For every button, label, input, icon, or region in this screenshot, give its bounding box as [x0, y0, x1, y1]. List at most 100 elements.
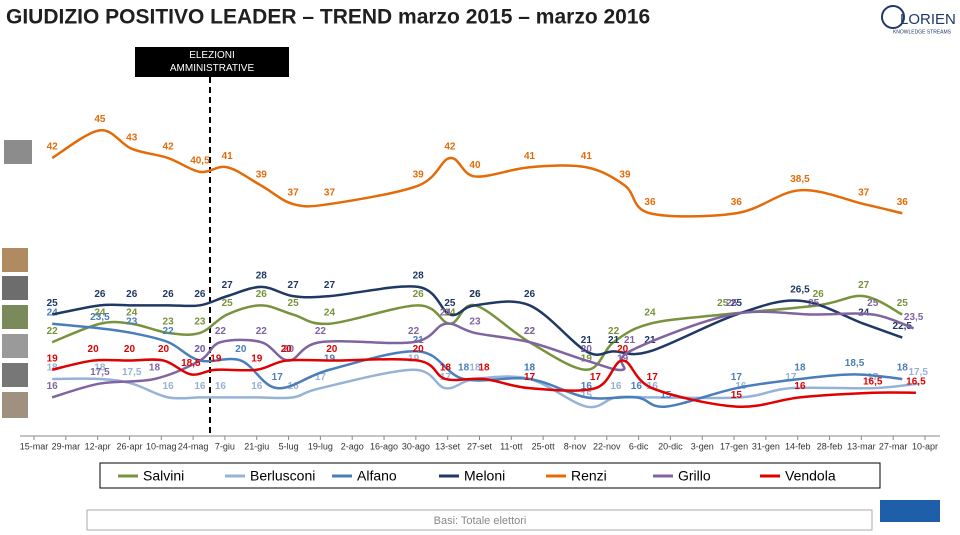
- value-label: 25: [47, 298, 59, 309]
- value-label: 16: [251, 381, 263, 392]
- x-tick-label: 2-ago: [341, 441, 364, 451]
- value-label: 36: [644, 197, 656, 208]
- value-label: 16: [47, 381, 59, 392]
- value-label: 17,5: [908, 367, 928, 378]
- value-label: 18: [440, 363, 452, 374]
- value-label: 23,5: [904, 312, 924, 323]
- value-label: 26: [813, 289, 825, 300]
- value-label: 20: [235, 344, 247, 355]
- value-label: 22: [608, 326, 620, 337]
- value-label: 27: [858, 280, 870, 291]
- x-tick-label: 30-ago: [402, 441, 430, 451]
- value-label: 20: [124, 344, 136, 355]
- value-label: 37: [858, 188, 870, 199]
- value-label: 26: [469, 289, 481, 300]
- x-tick-label: 22-nov: [593, 441, 621, 451]
- value-label: 20: [158, 344, 170, 355]
- value-label: 19: [47, 353, 59, 364]
- value-label: 20: [581, 344, 593, 355]
- logo: LORIEN: [900, 11, 956, 28]
- photo: [2, 248, 28, 272]
- value-label: 16: [647, 381, 659, 392]
- value-label: 18: [524, 363, 536, 374]
- value-label: 26: [194, 289, 206, 300]
- value-label: 37: [288, 188, 300, 199]
- x-tick-label: 29-mar: [52, 441, 81, 451]
- value-label: 17: [785, 372, 797, 383]
- value-label: 36: [731, 197, 743, 208]
- value-label: 16,5: [906, 376, 926, 387]
- x-tick-label: 19-lug: [308, 441, 333, 451]
- value-label: 18: [478, 363, 490, 374]
- x-tick-label: 28-feb: [817, 441, 843, 451]
- value-label: 23: [194, 317, 206, 328]
- value-label: 22,5: [893, 321, 913, 332]
- value-label: 18: [524, 363, 536, 374]
- x-tick-label: 25-ott: [532, 441, 556, 451]
- x-tick-label: 13-mar: [847, 441, 876, 451]
- value-label: 18: [897, 363, 909, 374]
- photo: [2, 276, 28, 300]
- x-tick-label: 13-set: [435, 441, 461, 451]
- value-label: 22: [256, 326, 268, 337]
- series-line: [52, 322, 903, 408]
- legend-label: Alfano: [357, 468, 397, 484]
- x-tick-label: 3-gen: [691, 441, 714, 451]
- value-label: 18,5: [845, 358, 865, 369]
- series-line: [51, 129, 903, 218]
- value-label: 17: [731, 372, 743, 383]
- value-label: 25: [731, 298, 743, 309]
- value-label: 20: [283, 344, 295, 355]
- x-tick-label: 15-mar: [20, 441, 49, 451]
- value-label: 23: [469, 317, 481, 328]
- value-label: 17: [315, 372, 327, 383]
- value-label: 16: [194, 381, 206, 392]
- value-label: 16: [631, 381, 643, 392]
- value-label: 20: [617, 344, 629, 355]
- value-label: 25: [444, 298, 456, 309]
- value-label: 18: [94, 363, 106, 374]
- value-label: 16,5: [863, 376, 883, 387]
- series-line: [52, 368, 919, 409]
- value-label: 18: [458, 363, 470, 374]
- legend-label: Grillo: [678, 468, 711, 484]
- photo: [2, 392, 28, 418]
- value-label: 17: [524, 372, 536, 383]
- x-tick-label: 12-apr: [85, 441, 111, 451]
- x-tick-label: 6-dic: [629, 441, 649, 451]
- value-label: 22: [524, 326, 536, 337]
- value-label: 39: [619, 169, 631, 180]
- x-tick-label: 31-gen: [752, 441, 780, 451]
- corner-block: [880, 500, 940, 522]
- value-label: 19: [617, 353, 629, 364]
- logo-sub: KNOWLEDGE STREAMS: [893, 29, 952, 35]
- x-tick-label: 11-ott: [500, 441, 523, 451]
- value-label: 22: [47, 326, 59, 337]
- series-line: [51, 357, 916, 409]
- x-tick-label: 10-apr: [912, 441, 938, 451]
- value-label: 16: [288, 381, 300, 392]
- value-label: 45: [94, 114, 106, 125]
- x-tick-label: 27-mar: [879, 441, 908, 451]
- value-label: 19: [251, 353, 263, 364]
- value-label: 20: [194, 344, 206, 355]
- legend-label: Meloni: [464, 468, 505, 484]
- value-label: 23: [126, 317, 138, 328]
- value-label: 20: [88, 344, 100, 355]
- value-label: 18,5: [181, 358, 201, 369]
- series-line: [51, 294, 903, 372]
- value-label: 24: [47, 307, 59, 318]
- value-label: 38,5: [790, 174, 810, 185]
- value-label: 21: [624, 335, 636, 346]
- value-label: 16: [794, 381, 806, 392]
- x-tick-label: 26-apr: [116, 441, 142, 451]
- value-label: 26: [469, 289, 481, 300]
- value-label: 19: [581, 353, 593, 364]
- value-label: 25: [717, 298, 729, 309]
- note: Basi: Totale elettori: [434, 515, 527, 527]
- value-label: 22: [315, 326, 327, 337]
- value-label: 19: [210, 353, 222, 364]
- annotation: ELEZIONI AMMINISTRATIVE 2015: [169, 50, 255, 77]
- value-label: 16: [581, 381, 593, 392]
